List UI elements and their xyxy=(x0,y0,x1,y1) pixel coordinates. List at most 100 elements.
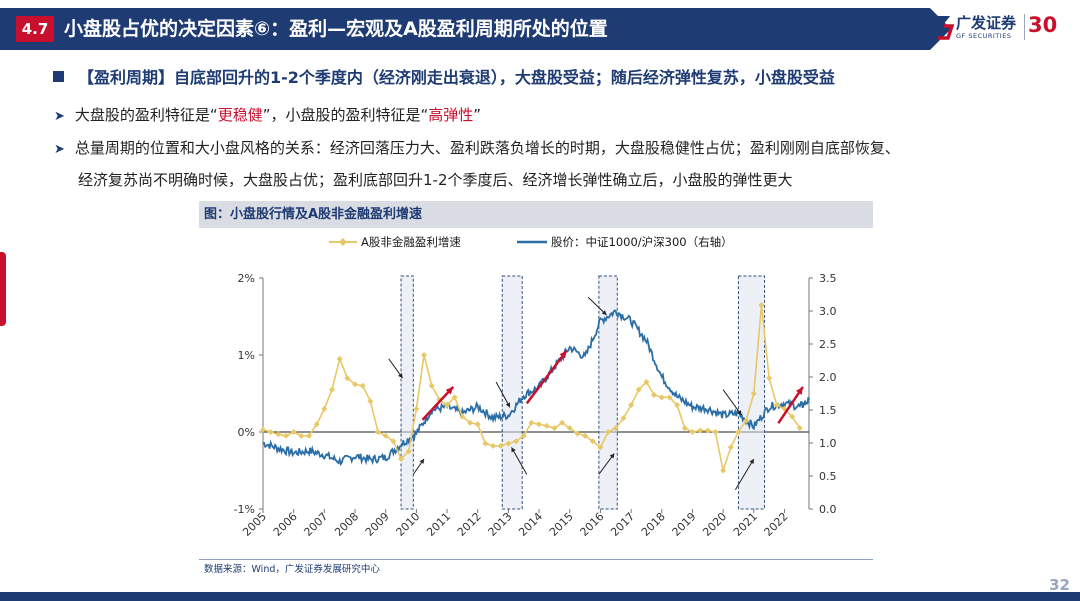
earnings-point xyxy=(359,382,366,389)
earnings-point xyxy=(735,429,742,435)
earnings-point xyxy=(727,444,734,451)
earnings-point xyxy=(689,429,696,435)
earnings-point xyxy=(528,419,535,426)
earnings-point xyxy=(697,427,704,434)
sub2-line-2: 经济复苏尚不明确时候，大盘股占优；盈利底部回升1-2个季度后、经济增长弹性确立后… xyxy=(78,171,793,189)
earnings-point xyxy=(490,442,497,449)
logo-chinese-name: 广发证券 xyxy=(956,14,1017,32)
pointer-arrow-head xyxy=(505,402,510,408)
earnings-point xyxy=(329,386,336,393)
legend-label-price: 股价：中证1000/沪深300（右轴） xyxy=(551,235,733,249)
earnings-point xyxy=(306,432,313,439)
earnings-point xyxy=(375,429,382,435)
page-number: 32 xyxy=(1049,576,1070,594)
x-tick-label: 2019 xyxy=(670,510,699,539)
earnings-point xyxy=(382,432,389,439)
pointer-arrow xyxy=(722,389,742,416)
earnings-point xyxy=(413,405,420,412)
earnings-point xyxy=(620,415,627,422)
series-earnings-line xyxy=(262,304,801,474)
right-tick-label: 0.0 xyxy=(819,503,837,516)
side-red-tab xyxy=(0,252,6,326)
trend-arrow-head xyxy=(445,386,454,395)
company-logo: 广发证券 GF SECURITIES 30 xyxy=(924,10,1074,46)
right-tick-label: 2.5 xyxy=(819,338,837,351)
logo-divider xyxy=(1024,14,1025,40)
sub-bullet-2: ➤ 总量周期的位置和大小盘风格的关系：经济回落压力大、盈利跌落负增长的时期，大盘股… xyxy=(54,137,900,158)
earnings-point xyxy=(513,438,520,445)
main-bullet-text: 【盈利周期】自底部回升的1-2个季度内（经济刚走出衰退），大盘股受益；随后经济弹… xyxy=(78,68,835,87)
highlight-band xyxy=(598,275,618,510)
earnings-point xyxy=(497,442,504,449)
earnings-point xyxy=(467,419,474,426)
earnings-point xyxy=(651,392,658,399)
earnings-point xyxy=(267,429,274,435)
series-price-line xyxy=(262,309,810,467)
earnings-point xyxy=(482,440,489,447)
pointer-arrow-head xyxy=(749,458,754,464)
trend-arrow-head xyxy=(795,386,803,395)
earnings-point xyxy=(796,425,803,432)
earnings-point xyxy=(704,427,711,434)
left-tick-label: 2% xyxy=(238,272,255,285)
left-tick-label: 1% xyxy=(238,349,255,362)
earnings-point xyxy=(574,430,581,437)
earnings-point xyxy=(559,419,566,426)
earnings-point xyxy=(536,421,543,428)
earnings-point xyxy=(444,402,451,409)
earnings-point xyxy=(674,402,681,409)
chart-title: 图：小盘股行情及A股非金融盈利增速 xyxy=(204,207,423,222)
x-tick-label: 2020 xyxy=(700,510,729,539)
earnings-point xyxy=(666,394,673,401)
right-tick-label: 3.0 xyxy=(819,305,837,318)
x-tick-label: 2015 xyxy=(547,510,576,539)
earnings-point xyxy=(773,402,780,409)
right-tick-label: 3.5 xyxy=(819,272,837,285)
earnings-point xyxy=(505,440,512,447)
earnings-point xyxy=(628,402,635,409)
right-tick-label: 1.0 xyxy=(819,437,837,450)
x-tick-label: 2010 xyxy=(394,510,423,539)
left-tick-label: -1% xyxy=(234,503,255,516)
earnings-point xyxy=(283,432,290,439)
pointer-arrow xyxy=(495,381,511,408)
earnings-point xyxy=(681,425,688,432)
earnings-point xyxy=(421,352,428,358)
earnings-point xyxy=(352,381,359,388)
earnings-point xyxy=(405,448,412,455)
sub1-post: ” xyxy=(473,106,482,124)
sub1-red-2: 高弹性 xyxy=(428,106,474,124)
chart-title-bar: 图：小盘股行情及A股非金融盈利增速 xyxy=(199,201,873,228)
earnings-point xyxy=(260,426,266,433)
x-tick-label: 2011 xyxy=(424,510,453,539)
source-divider xyxy=(199,559,873,560)
earnings-point xyxy=(344,375,351,382)
earnings-point xyxy=(589,438,596,445)
x-tick-label: 2022 xyxy=(762,510,791,539)
main-bullet: 【盈利周期】自底部回升的1-2个季度内（经济刚走出衰退），大盘股受益；随后经济弹… xyxy=(53,64,835,88)
earnings-point xyxy=(766,375,773,382)
trend-arrow xyxy=(421,386,455,421)
earnings-point xyxy=(290,429,297,435)
earnings-point xyxy=(582,432,589,439)
earnings-point xyxy=(451,394,458,401)
earnings-point xyxy=(643,378,650,385)
earnings-point xyxy=(313,421,320,428)
pointer-arrow xyxy=(511,447,528,475)
highlight-band xyxy=(400,275,414,510)
x-tick-label: 2016 xyxy=(578,510,607,539)
earnings-point xyxy=(566,425,573,432)
earnings-point xyxy=(658,394,665,401)
gf-logo-icon xyxy=(925,16,954,41)
pointer-arrow xyxy=(734,458,755,491)
trend-arrow xyxy=(525,349,568,405)
sub1-red-1: 更稳健 xyxy=(217,106,263,124)
chart-area: A股非金融盈利增速 股价：中证1000/沪深300（右轴） -1% 0% 1% 2% 0.0… xyxy=(234,235,837,539)
header-bar: 4.7 小盘股占优的决定因素⑥：盈利—宏观及A股盈利周期所处的位置 xyxy=(0,8,951,50)
earnings-point xyxy=(612,425,619,432)
earnings-point xyxy=(543,422,550,429)
arrow-bullet-icon: ➤ xyxy=(54,109,65,124)
sub-bullet-1: ➤ 大盘股的盈利特征是“更稳健”，小盘股的盈利特征是“高弹性” xyxy=(54,104,481,125)
earnings-point xyxy=(605,429,612,435)
earnings-point xyxy=(275,431,282,438)
